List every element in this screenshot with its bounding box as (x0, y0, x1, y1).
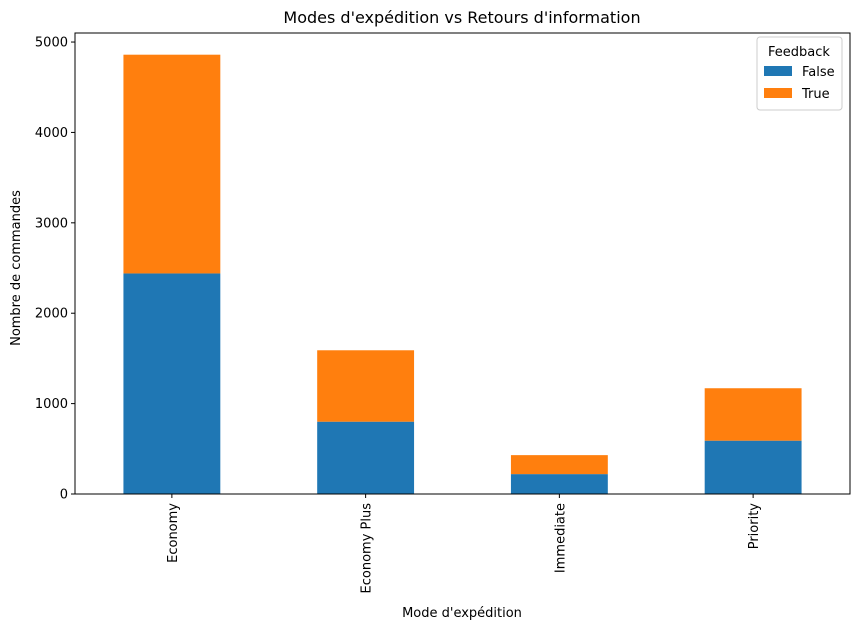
bar-economy-false (123, 273, 221, 494)
legend-swatch-true (764, 88, 792, 98)
bar-priority-true (704, 388, 802, 441)
x-tick-label: Immediate (553, 503, 568, 573)
x-tick-label: Priority (747, 503, 762, 550)
legend-title: Feedback (768, 45, 830, 60)
plot-frame (74, 32, 851, 495)
legend-label-true: True (801, 87, 830, 102)
legend-label-false: False (802, 65, 835, 80)
y-tick-label: 0 (60, 488, 68, 503)
bar-economy-plus-false (317, 421, 415, 494)
y-tick-label: 2000 (35, 307, 68, 322)
y-tick-label: 3000 (35, 216, 68, 231)
bar-immediate-true (510, 455, 608, 475)
y-tick-label: 4000 (35, 126, 68, 141)
bar-priority-false (704, 440, 802, 494)
legend: Feedback False True (756, 36, 843, 111)
y-tick-label: 1000 (35, 397, 68, 412)
bars-layer (123, 54, 802, 494)
x-tick-label: Economy Plus (360, 503, 375, 594)
bar-economy-true (123, 54, 221, 274)
legend-swatch-false (764, 66, 792, 76)
y-axis-label: Nombre de commandes (9, 190, 24, 346)
axes-layer: Economy Economy Plus Immediate Priority 0 100… (35, 32, 851, 594)
chart-title: Modes d'expédition vs Retours d'informat… (283, 8, 640, 27)
x-axis-label: Mode d'expédition (402, 606, 522, 621)
y-tick-label: 5000 (35, 36, 68, 51)
x-tick-label: Economy (166, 503, 181, 563)
bar-immediate-false (510, 474, 608, 494)
bar-economy-plus-true (317, 350, 415, 422)
